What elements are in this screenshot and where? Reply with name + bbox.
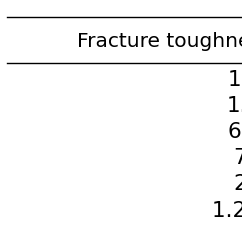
Text: 1.4: 1.4 <box>227 96 242 116</box>
Text: 1.2 [: 1.2 [ <box>212 201 242 221</box>
Text: Fracture toughnes: Fracture toughnes <box>77 32 242 51</box>
Text: 6.0: 6.0 <box>227 122 242 142</box>
Text: 2.: 2. <box>234 174 242 195</box>
Text: 1.0: 1.0 <box>227 70 242 90</box>
Text: 7.: 7. <box>234 148 242 168</box>
